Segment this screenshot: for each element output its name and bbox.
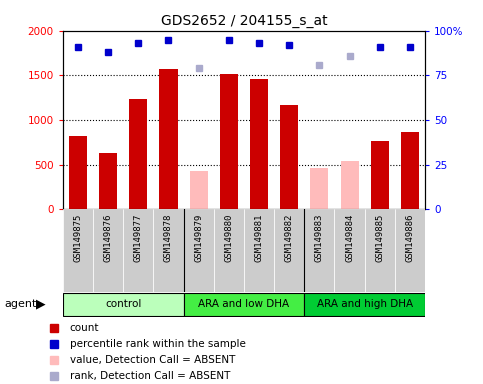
- Bar: [304, 209, 334, 292]
- Bar: [274, 209, 304, 292]
- Bar: [184, 209, 213, 292]
- Bar: [154, 209, 184, 292]
- Bar: [213, 209, 244, 292]
- Text: GSM149877: GSM149877: [134, 214, 143, 262]
- Text: GSM149878: GSM149878: [164, 214, 173, 262]
- Bar: [395, 209, 425, 292]
- Text: GSM149880: GSM149880: [224, 214, 233, 262]
- Bar: [244, 209, 274, 292]
- Text: GSM149885: GSM149885: [375, 214, 384, 262]
- Text: GSM149875: GSM149875: [73, 214, 83, 262]
- Text: value, Detection Call = ABSENT: value, Detection Call = ABSENT: [70, 355, 235, 365]
- Title: GDS2652 / 204155_s_at: GDS2652 / 204155_s_at: [161, 14, 327, 28]
- Text: GSM149884: GSM149884: [345, 214, 354, 262]
- Text: GSM149886: GSM149886: [405, 214, 414, 262]
- Text: GSM149876: GSM149876: [103, 214, 113, 262]
- Text: GSM149883: GSM149883: [315, 214, 324, 262]
- Text: control: control: [105, 299, 142, 310]
- Bar: [189, 171, 208, 209]
- Bar: [123, 209, 154, 292]
- Text: ▶: ▶: [36, 298, 46, 311]
- Bar: [159, 69, 178, 209]
- Bar: [365, 209, 395, 292]
- Bar: [311, 168, 328, 209]
- Text: count: count: [70, 323, 99, 333]
- Text: agent: agent: [5, 299, 37, 310]
- Bar: [341, 161, 358, 209]
- Bar: [220, 74, 238, 209]
- Bar: [250, 79, 268, 209]
- Bar: [93, 209, 123, 292]
- Text: GSM149882: GSM149882: [284, 214, 294, 262]
- Bar: [280, 105, 298, 209]
- Bar: [63, 293, 184, 316]
- Bar: [371, 141, 389, 209]
- Bar: [99, 153, 117, 209]
- Text: ARA and high DHA: ARA and high DHA: [316, 299, 413, 310]
- Bar: [63, 209, 93, 292]
- Text: percentile rank within the sample: percentile rank within the sample: [70, 339, 245, 349]
- Bar: [129, 99, 147, 209]
- Text: GSM149879: GSM149879: [194, 214, 203, 262]
- Text: rank, Detection Call = ABSENT: rank, Detection Call = ABSENT: [70, 371, 230, 381]
- Bar: [401, 132, 419, 209]
- Text: GSM149881: GSM149881: [255, 214, 264, 262]
- Bar: [334, 209, 365, 292]
- Bar: [69, 136, 87, 209]
- Bar: [304, 293, 425, 316]
- Text: ARA and low DHA: ARA and low DHA: [199, 299, 289, 310]
- Bar: [184, 293, 304, 316]
